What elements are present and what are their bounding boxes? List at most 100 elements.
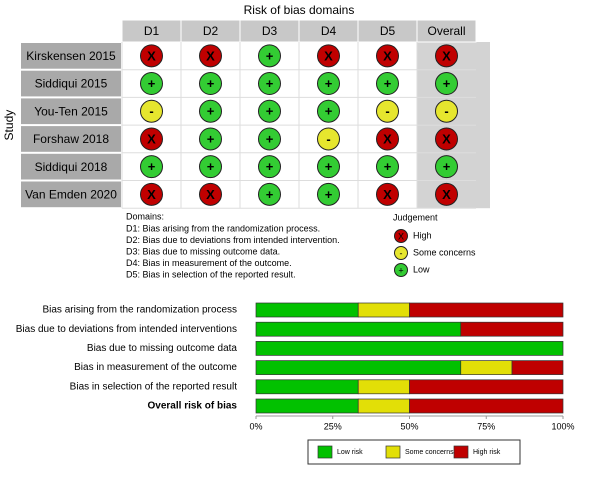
legend-label: High risk <box>473 449 501 456</box>
domain-text: D1: Bias arising from the randomization … <box>126 223 320 233</box>
column-label: D1 <box>144 24 160 38</box>
judgement-circle <box>199 155 222 179</box>
judgement-circle <box>435 44 458 68</box>
judgement-symbol: X <box>206 48 215 63</box>
judgement-symbol: X <box>442 187 451 202</box>
judgement-circle <box>376 127 399 151</box>
x-tick-label: 0% <box>249 421 262 431</box>
bar-segment <box>255 341 564 356</box>
legend-box <box>307 439 521 465</box>
judgement-circle <box>199 182 222 206</box>
judgement-symbol: + <box>325 159 333 174</box>
judgement-symbol: - <box>149 104 153 119</box>
column-label: D4 <box>321 24 337 38</box>
column-label: Overall <box>427 24 465 38</box>
judgement-symbol: X <box>147 131 156 146</box>
judgement-symbol: + <box>325 76 333 91</box>
legend-circle <box>394 263 408 277</box>
judgement-circle <box>317 182 340 206</box>
judgement-circle <box>317 127 340 151</box>
x-tick-label: 25% <box>324 421 342 431</box>
judgement-symbol: + <box>266 48 274 63</box>
legend-symbol: + <box>398 265 403 275</box>
judgement-symbol: + <box>384 159 392 174</box>
judgement-circle <box>376 155 399 179</box>
judgement-circle <box>199 72 222 96</box>
judgement-circle <box>435 182 458 206</box>
category-label: Bias due to missing outcome data <box>87 343 238 354</box>
judgement-symbol: + <box>325 104 333 119</box>
judgement-circle <box>317 44 340 68</box>
judgement-symbol: X <box>383 48 392 63</box>
judgement-circle <box>199 99 222 123</box>
study-box <box>21 181 121 208</box>
domains-title: Domains: <box>126 211 164 221</box>
judgement-legend-title: Judgement <box>393 212 438 222</box>
judgement-symbol: X <box>383 187 392 202</box>
judgement-circle <box>258 72 281 96</box>
study-box <box>21 153 121 180</box>
judgement-symbol: + <box>207 159 215 174</box>
judgement-circle <box>435 72 458 96</box>
bar-segment <box>357 398 410 414</box>
column-label: D2 <box>203 24 219 38</box>
judgement-symbol: + <box>266 131 274 146</box>
bar-segment <box>460 321 564 337</box>
judgement-circle <box>140 72 163 96</box>
study-label: Van Emden 2020 <box>25 188 117 202</box>
study-box <box>21 43 121 69</box>
judgement-symbol: + <box>148 76 156 91</box>
judgement-circle <box>140 182 163 206</box>
judgement-symbol: - <box>444 104 448 119</box>
judgement-symbol: - <box>385 104 389 119</box>
legend-swatch <box>453 445 469 459</box>
y-axis-label: Study <box>2 110 16 141</box>
judgement-symbol: X <box>206 187 215 202</box>
judgement-circle <box>140 127 163 151</box>
judgement-symbol: X <box>147 187 156 202</box>
judgement-symbol: + <box>443 159 451 174</box>
legend-circle <box>394 229 408 243</box>
judgement-symbol: + <box>325 187 333 202</box>
judgement-symbol: + <box>266 159 274 174</box>
study-box <box>21 126 121 152</box>
judgement-circle <box>258 155 281 179</box>
judgement-circle <box>140 44 163 68</box>
legend-symbol: X <box>398 231 404 241</box>
judgement-symbol: + <box>443 76 451 91</box>
judgement-symbol: + <box>266 187 274 202</box>
study-box <box>21 70 121 97</box>
bar-segment <box>409 302 564 318</box>
judgement-circle <box>317 72 340 96</box>
legend-label: Some concerns <box>405 449 454 456</box>
x-tick-label: 50% <box>400 421 418 431</box>
bar-segment <box>460 360 513 375</box>
legend-swatch <box>317 445 333 459</box>
column-label: D5 <box>380 24 396 38</box>
judgement-circle <box>317 99 340 123</box>
judgement-circle <box>140 99 163 123</box>
bar-segment <box>255 379 359 395</box>
bar-segment <box>409 379 564 395</box>
judgement-symbol: + <box>207 76 215 91</box>
judgement-circle <box>376 72 399 96</box>
judgement-circle <box>435 99 458 123</box>
column-label: D3 <box>262 24 278 38</box>
legend-circle <box>394 246 408 260</box>
study-label: Kirskensen 2015 <box>26 49 116 63</box>
legend-label: High <box>413 230 432 240</box>
study-label: Forshaw 2018 <box>33 132 109 146</box>
judgement-circle <box>258 44 281 68</box>
column-header <box>416 19 477 43</box>
bar-segment <box>357 379 410 395</box>
judgement-circle <box>140 155 163 179</box>
judgement-circle <box>199 127 222 151</box>
judgement-circle <box>258 182 281 206</box>
domain-text: D5: Bias in selection of the reported re… <box>126 269 296 279</box>
plot-title: Risk of bias domains <box>244 3 355 17</box>
judgement-circle <box>435 127 458 151</box>
judgement-circle <box>376 44 399 68</box>
bar-segment <box>511 360 564 375</box>
category-label: Bias in selection of the reported result <box>70 381 238 392</box>
